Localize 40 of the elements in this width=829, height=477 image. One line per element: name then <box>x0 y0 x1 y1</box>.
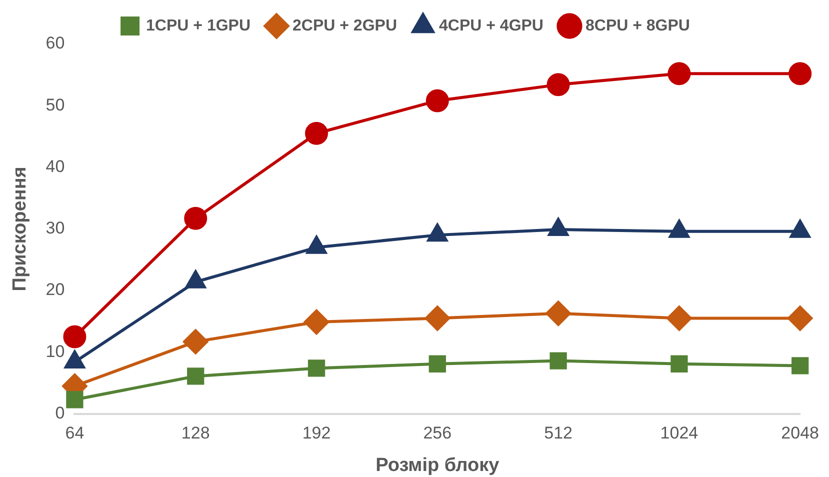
y-axis-title: Прискорення <box>10 166 31 292</box>
point <box>546 300 571 326</box>
point <box>666 306 692 331</box>
y-tick-label: 40 <box>46 156 65 176</box>
point <box>63 325 86 348</box>
legend-label: 1CPU + 1GPU <box>146 17 251 34</box>
y-tick-label: 0 <box>55 403 65 422</box>
x-tick-label: 192 <box>302 424 331 443</box>
point <box>183 329 208 354</box>
point <box>546 73 570 96</box>
y-tick-label: 60 <box>46 34 65 53</box>
y-tick-label: 30 <box>46 218 65 238</box>
x-tick-label: 128 <box>181 424 210 443</box>
y-tick-label: 10 <box>46 342 65 361</box>
x-axis-title: Розмір блоку <box>376 454 500 476</box>
point <box>550 352 567 370</box>
x-tick-label: 1024 <box>660 424 698 443</box>
point <box>305 122 328 145</box>
point <box>792 357 809 374</box>
point <box>670 355 688 372</box>
point <box>428 355 446 372</box>
point <box>308 360 326 377</box>
legend-label: 8CPU + 8GPU <box>585 17 690 34</box>
point <box>788 306 813 331</box>
point <box>304 309 330 334</box>
x-tick-label: 64 <box>65 424 84 443</box>
point <box>187 368 204 385</box>
point <box>788 62 812 86</box>
legend-label: 4CPU + 4GPU <box>439 17 544 34</box>
x-tick-label: 256 <box>423 424 452 443</box>
x-tick-label: 2048 <box>781 424 820 443</box>
point <box>424 306 450 331</box>
point <box>668 62 691 86</box>
point <box>66 391 84 408</box>
x-tick-label: 512 <box>544 424 572 443</box>
y-tick-label: 50 <box>46 95 65 114</box>
y-tick-label: 20 <box>46 280 65 300</box>
point <box>184 206 208 230</box>
legend-label: 2CPU + 2GPU <box>292 17 397 34</box>
point <box>426 89 449 112</box>
